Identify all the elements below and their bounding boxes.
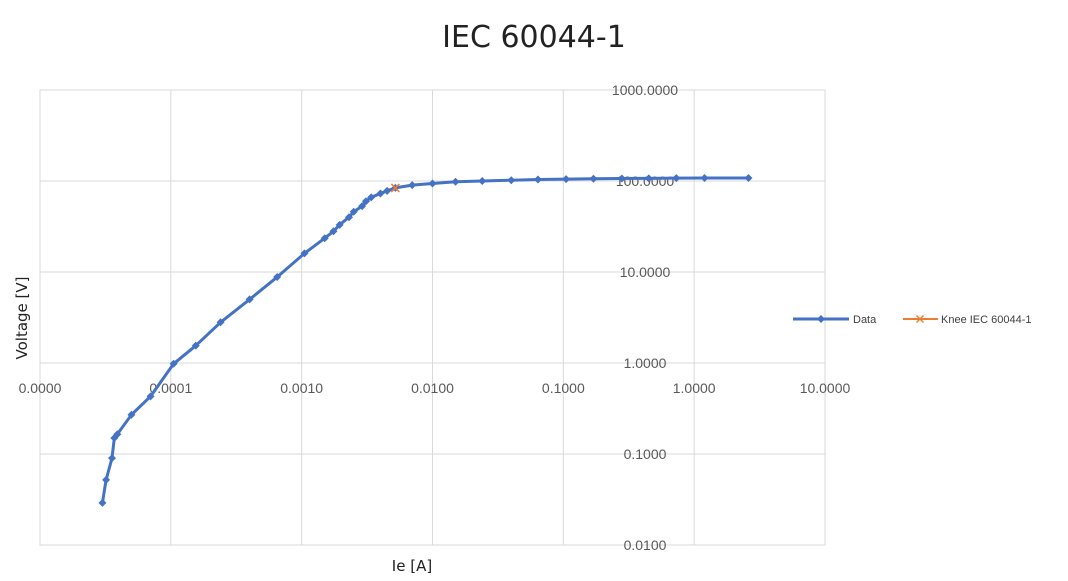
data-point [383,186,392,195]
data-point [320,234,329,243]
data-point [107,454,116,463]
legend-marker-data [817,315,825,323]
data-point [273,273,282,282]
legend-marker-knee [915,314,925,324]
data-point [617,174,626,183]
data-point [216,318,225,327]
legend-label: Knee IEC 60044-1 [941,314,1032,326]
data-point [344,213,353,222]
legend-entry: Knee IEC 60044-1 [903,314,1032,326]
x-tick-label: 0.1000 [542,380,585,396]
data-point [146,392,155,401]
data-point [329,227,338,236]
data-point [361,197,370,206]
data-point [335,220,344,229]
data-point [169,359,178,368]
series-layer [98,173,753,507]
x-tick-label: 10.0000 [800,380,851,396]
data-point [102,475,111,484]
data-point [744,173,753,182]
data-point [562,175,571,184]
x-tick-label: 0.0010 [280,380,323,396]
x-tick-label: 0.0000 [19,380,62,396]
data-point [451,177,460,186]
y-tick-label: 1000.0000 [612,82,678,98]
x-tick-labels: 0.0000 0.0001 0.0010 0.0100 0.1000 1.0000 10.0… [19,380,851,396]
y-tick-label: 1.0000 [624,355,667,371]
data-point [644,174,653,183]
y-tick-label: 100.0000 [616,173,675,189]
x-axis-label: Ie [A] [392,557,432,575]
data-point [533,175,542,184]
data-point [300,249,309,258]
legend-entry: Data [793,314,877,326]
y-tick-label: 0.0100 [624,537,667,553]
y-tick-label: 0.1000 [624,446,667,462]
data-point [408,181,417,190]
x-tick-label: 0.0100 [411,380,454,396]
y-tick-labels: 0.0100 0.1000 1.0000 10.0000 100.0000 1000.00… [612,82,678,553]
data-point [478,177,487,185]
data-point [376,189,385,198]
data-point [349,207,358,216]
legend: Data Knee IEC 60044-1 [793,314,1032,326]
data-point [507,176,516,185]
data-point [245,295,254,304]
data-point [700,173,709,182]
data-point [113,430,122,439]
data-point [191,341,200,350]
knee-mark-stroke [390,183,400,193]
data-point [589,174,598,183]
y-axis-label: Voltage [V] [13,277,31,360]
y-tick-label: 10.0000 [620,264,671,280]
data-point [358,202,367,211]
x-tick-label: 1.0000 [673,380,716,396]
data-point [367,193,376,202]
data-point [127,410,136,419]
data-point [98,498,107,507]
legend-label: Data [853,314,877,326]
chart-title: IEC 60044-1 [442,20,626,55]
gridlines [40,90,825,545]
data-point [428,179,437,188]
knee-point [390,183,400,193]
data-point [672,174,681,183]
